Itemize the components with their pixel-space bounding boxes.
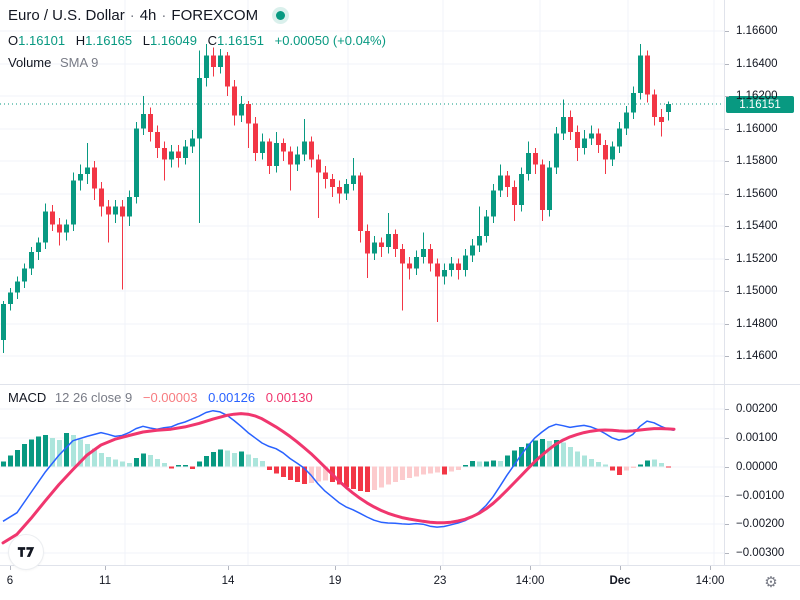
axis-tickmark xyxy=(725,438,729,439)
pane-divider[interactable] xyxy=(0,384,800,385)
time-tickmark xyxy=(440,566,441,570)
time-axis[interactable]: 6 11 14 19 23 14:00 Dec 14:00 xyxy=(0,566,724,600)
tradingview-logo-icon xyxy=(17,547,35,557)
axis-tickmark xyxy=(725,31,729,32)
open-label: O xyxy=(8,33,19,48)
price-tick-label: 1.15600 xyxy=(736,188,778,200)
macd-line-value: 0.00126 xyxy=(208,390,256,405)
time-tick-label: 14 xyxy=(221,575,235,587)
time-tick-label: 14:00 xyxy=(515,575,545,587)
macd-hist-value: −0.00003 xyxy=(142,390,198,405)
time-tick-label: 23 xyxy=(433,575,447,587)
price-tick-label: 1.15800 xyxy=(736,155,778,167)
price-tick-label: 1.15000 xyxy=(736,285,778,297)
macd-pane[interactable] xyxy=(0,385,724,565)
price-tick-label: 1.14600 xyxy=(736,350,778,362)
axis-tickmark xyxy=(725,161,729,162)
close-value: 1.16151 xyxy=(217,33,265,48)
price-tick-label: −0.00100 xyxy=(736,490,785,502)
axis-tickmark xyxy=(725,64,729,65)
macd-signal-value: 0.00130 xyxy=(265,390,313,405)
axis-tickmark xyxy=(725,524,729,525)
gear-icon[interactable]: ⚙ xyxy=(764,574,778,591)
time-tickmark xyxy=(228,566,229,570)
high-label: H xyxy=(75,33,86,48)
axis-tickmark xyxy=(725,96,729,97)
price-tick-label: −0.00300 xyxy=(736,547,785,559)
axis-tickmark xyxy=(725,356,729,357)
low-label: L xyxy=(142,33,150,48)
time-tick-label: 14:00 xyxy=(695,575,725,587)
time-tick-label: 11 xyxy=(99,575,111,587)
price-tick-label: 1.14800 xyxy=(736,318,778,330)
time-tickmark xyxy=(335,566,336,570)
axis-tickmark xyxy=(725,553,729,554)
price-tick-label: 0.00100 xyxy=(736,432,778,444)
price-tick-label: 0.00200 xyxy=(736,403,778,415)
macd-legend[interactable]: MACD 12 26 close 9 −0.00003 0.00126 0.00… xyxy=(8,390,313,405)
macd-label[interactable]: MACD xyxy=(8,390,47,405)
time-tickmark xyxy=(620,566,621,570)
separator: · xyxy=(161,7,167,24)
axis-tickmark xyxy=(725,324,729,325)
time-tickmark xyxy=(10,566,11,570)
last-price-label: 1.16151 xyxy=(726,96,794,113)
price-axis[interactable]: 1.16151 1.16600 1.16400 1.16200 1.16000 1.15… xyxy=(725,0,800,565)
volume-label[interactable]: Volume xyxy=(8,55,52,70)
macd-params: 12 26 close 9 xyxy=(54,390,133,405)
time-scale-border xyxy=(0,565,800,566)
low-value: 1.16049 xyxy=(150,33,197,48)
time-tickmark xyxy=(710,566,711,570)
axis-tickmark xyxy=(725,409,729,410)
change-value: +0.00050 (+0.04%) xyxy=(274,33,386,48)
time-tickmark xyxy=(105,566,106,570)
axis-tickmark xyxy=(725,259,729,260)
price-tick-label: 1.16400 xyxy=(736,58,778,70)
price-tick-label: 1.15200 xyxy=(736,253,778,265)
time-tick-label: Dec xyxy=(609,575,631,587)
axis-tickmark xyxy=(725,467,729,468)
price-tick-label: 1.16000 xyxy=(736,123,778,135)
time-tick-label: 19 xyxy=(328,575,342,587)
price-pane[interactable] xyxy=(0,0,724,384)
price-tick-label: 0.00000 xyxy=(736,461,778,473)
axis-tickmark xyxy=(725,291,729,292)
separator: · xyxy=(129,7,135,24)
axis-tickmark xyxy=(725,496,729,497)
macd-histogram xyxy=(1,433,671,492)
axis-tickmark xyxy=(725,194,729,195)
interval-label[interactable]: 4h xyxy=(139,7,157,24)
price-tick-label: −0.00200 xyxy=(736,518,785,530)
symbol-legend[interactable]: Euro / U.S. Dollar · 4h · FOREXCOM xyxy=(8,7,286,24)
macd-signal-line xyxy=(1,412,676,545)
ohlc-legend: O1.16101 H1.16165 L1.16049 C1.16151 +0.0… xyxy=(8,33,386,48)
macd-grid xyxy=(0,385,724,565)
time-tick-label: 6 xyxy=(6,575,14,587)
volume-legend[interactable]: Volume SMA 9 xyxy=(8,55,98,70)
price-tick-label: 1.15400 xyxy=(736,220,778,232)
price-tick-label: 1.16200 xyxy=(736,90,778,102)
price-scale-border xyxy=(724,0,725,565)
axis-tickmark xyxy=(725,226,729,227)
candles xyxy=(1,44,671,353)
open-value: 1.16101 xyxy=(18,33,66,48)
close-label: C xyxy=(207,33,218,48)
symbol-title[interactable]: Euro / U.S. Dollar xyxy=(8,7,125,24)
tradingview-logo[interactable] xyxy=(8,534,44,570)
volume-params: SMA 9 xyxy=(60,55,99,70)
high-value: 1.16165 xyxy=(85,33,133,48)
price-tick-label: 1.16600 xyxy=(736,25,778,37)
axis-tickmark xyxy=(725,129,729,130)
time-tickmark xyxy=(530,566,531,570)
exchange-label[interactable]: FOREXCOM xyxy=(171,7,259,24)
market-status-icon[interactable] xyxy=(276,10,286,20)
